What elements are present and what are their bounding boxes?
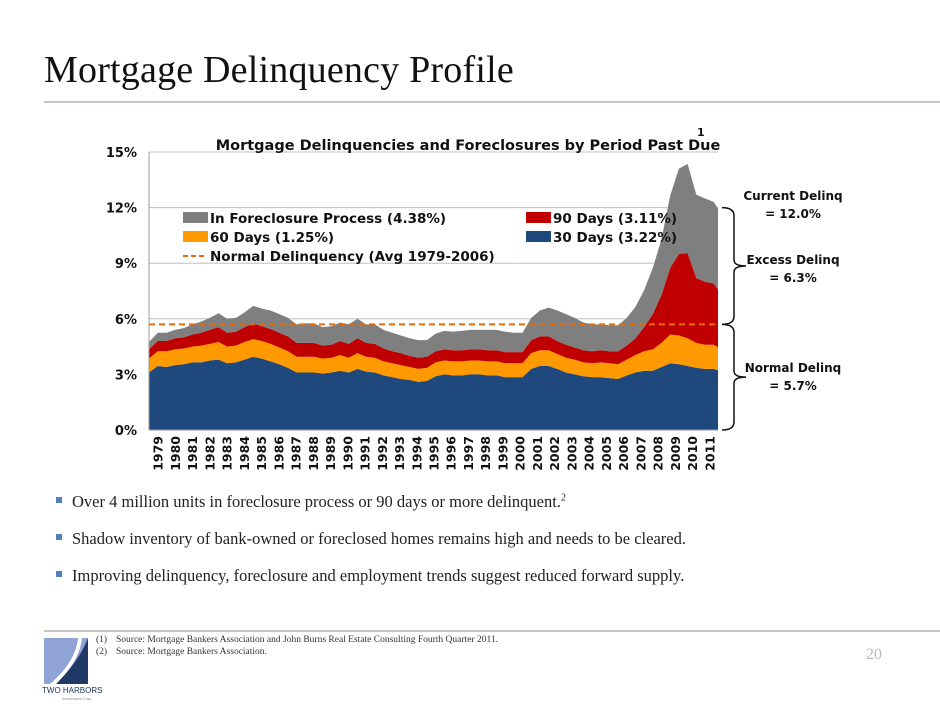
- x-tick-label: 2009: [668, 436, 683, 471]
- bullet-item: Improving delinquency, foreclosure and e…: [56, 566, 686, 603]
- footnote-item: (2) Source: Mortgage Bankers Association.: [96, 647, 267, 657]
- x-tick-label: 1999: [495, 436, 510, 471]
- annotation-label: Normal Delinq: [745, 361, 842, 375]
- y-tick-label: 3%: [115, 368, 137, 383]
- x-tick-label: 2003: [564, 436, 579, 471]
- x-tick-label: 2006: [616, 436, 631, 471]
- brace-icon: [721, 323, 747, 431]
- x-tick-label: 1989: [323, 436, 338, 471]
- bullet-square-icon: [56, 497, 62, 503]
- area-series-days90: [149, 253, 718, 369]
- footnotes: (1) Source: Mortgage Bankers Association …: [96, 634, 498, 658]
- bullet-square-icon: [56, 571, 62, 577]
- chart-areas: [149, 164, 718, 430]
- legend-label: 90 Days (3.11%): [553, 211, 677, 227]
- x-tick-label: 1995: [427, 436, 442, 471]
- annotation-value: = 5.7%: [769, 379, 817, 393]
- x-tick-labels: 1979 1980 1981 1982 1983 1984 1985 1986 1987 1988…: [151, 436, 718, 471]
- chart-legend: In Foreclosure Process (4.38%) 90 Days (3…: [183, 211, 677, 265]
- x-tick-label: 1990: [340, 436, 355, 471]
- x-tick-label: 1991: [358, 436, 373, 471]
- x-tick-label: 1986: [271, 436, 286, 471]
- x-tick-label: 1996: [444, 436, 459, 471]
- x-tick-label: 1985: [254, 436, 269, 471]
- x-tick-label: 1992: [375, 436, 390, 471]
- x-tick-label: 1987: [289, 436, 304, 471]
- legend-label: 30 Days (3.22%): [553, 230, 677, 246]
- legend-label: Normal Delinquency (Avg 1979-2006): [210, 249, 495, 265]
- annotation-value: = 12.0%: [765, 207, 821, 221]
- y-tick-label: 6%: [115, 313, 137, 328]
- title-divider: [44, 101, 940, 103]
- y-tick-label: 9%: [115, 257, 137, 272]
- x-tick-label: 1994: [409, 436, 424, 471]
- x-tick-label: 1982: [202, 436, 217, 471]
- chart-title: Mortgage Delinquencies and Foreclosures …: [216, 138, 721, 154]
- annotation-braces: [721, 206, 747, 431]
- footnote-item: (1) Source: Mortgage Bankers Association …: [96, 635, 498, 645]
- legend-swatch-foreclosure: [183, 212, 208, 223]
- chart-title-superscript: 1: [697, 126, 705, 139]
- annotation-label: Excess Delinq: [746, 253, 839, 267]
- brace-icon: [721, 206, 747, 326]
- x-tick-label: 2010: [685, 436, 700, 471]
- x-tick-label: 1988: [306, 436, 321, 471]
- x-tick-label: 1997: [461, 436, 476, 471]
- x-tick-label: 2008: [651, 436, 666, 471]
- delinquency-chart: 0%3%6%9%12%15% 1979 1980 1981 1982 1983 1984 1…: [106, 126, 843, 471]
- area-series-days60: [149, 334, 718, 382]
- bullet-item: Over 4 million units in foreclosure proc…: [56, 492, 686, 529]
- y-tick-labels: 0% 3% 6% 9% 12% 15%: [106, 146, 137, 439]
- x-tick-label: 2007: [633, 436, 648, 471]
- y-tick-label: 0%: [115, 424, 137, 439]
- y-tick-label: 15%: [106, 146, 137, 161]
- two-harbors-logo-icon: [44, 638, 88, 684]
- x-tick-label: 2005: [599, 436, 614, 471]
- x-tick-label: 1980: [168, 436, 183, 471]
- x-tick-label: 1979: [151, 436, 166, 471]
- legend-label: In Foreclosure Process (4.38%): [210, 211, 446, 227]
- legend-swatch-days90: [526, 212, 551, 223]
- bullet-item: Shadow inventory of bank-owned or forecl…: [56, 529, 686, 566]
- bullet-square-icon: [56, 534, 62, 540]
- bullet-list: Over 4 million units in foreclosure proc…: [56, 492, 686, 603]
- x-tick-label: 2000: [513, 436, 528, 471]
- logo-name: TWO HARBORS: [42, 686, 103, 695]
- x-tick-label: 1993: [392, 436, 407, 471]
- y-tick-label: 12%: [106, 202, 137, 217]
- legend-swatch-days30: [526, 231, 551, 242]
- footer-divider: [44, 630, 940, 632]
- page-title: Mortgage Delinquency Profile: [44, 49, 514, 91]
- legend-swatch-days60: [183, 231, 208, 242]
- x-tick-label: 2001: [530, 436, 545, 471]
- annotation-labels: Current Delinq = 12.0% Excess Delinq = 6.3%…: [743, 189, 842, 393]
- x-tick-label: 2011: [702, 436, 717, 471]
- x-tick-label: 1984: [237, 436, 252, 471]
- area-series-days30: [149, 356, 718, 430]
- x-tick-label: 2004: [582, 436, 597, 471]
- annotation-label: Current Delinq: [743, 189, 842, 203]
- page-number: 20: [866, 646, 882, 663]
- x-tick-label: 1983: [220, 436, 235, 471]
- logo-subtitle: Investment Corp.: [62, 696, 93, 701]
- annotation-value: = 6.3%: [769, 271, 817, 285]
- x-tick-label: 1998: [478, 436, 493, 471]
- legend-label: 60 Days (1.25%): [210, 230, 334, 246]
- x-tick-label: 2002: [547, 436, 562, 471]
- x-tick-label: 1981: [185, 436, 200, 471]
